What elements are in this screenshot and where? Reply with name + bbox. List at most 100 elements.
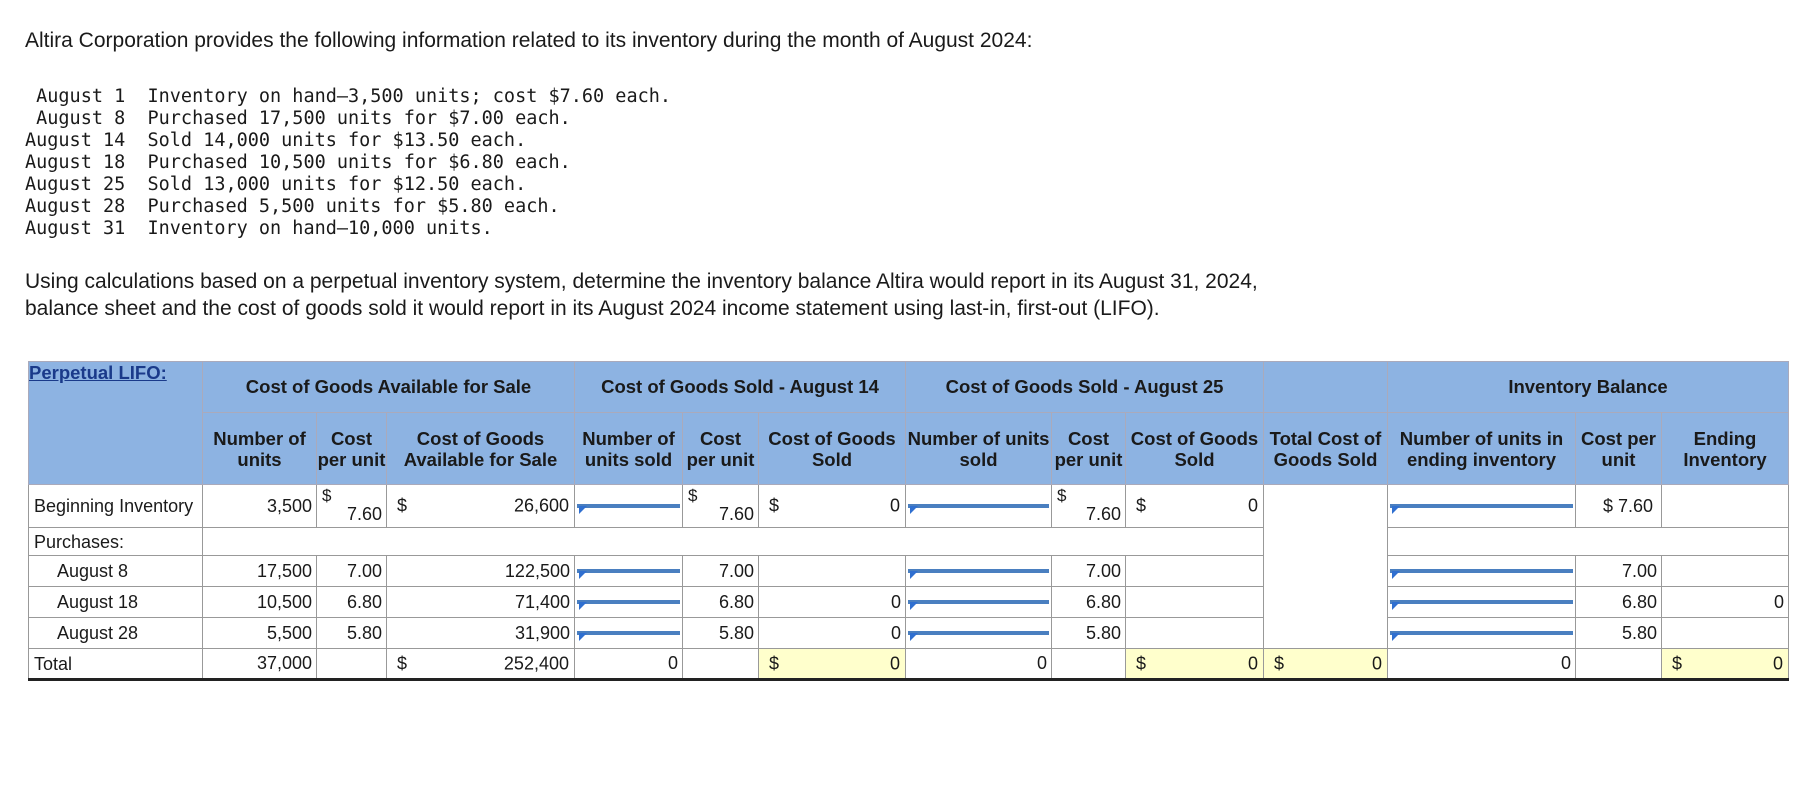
input-box[interactable] [908, 569, 1049, 579]
aug18-units-ending-input[interactable] [1387, 586, 1576, 618]
dollar-sign: $ [1672, 653, 1683, 673]
aug28-cogs-14: 0 [758, 617, 906, 649]
row-label-beginning: Beginning Inventory [28, 484, 203, 528]
dollar-sign: $ [688, 486, 698, 505]
col-header-units-sold-25: Number of units sold [905, 412, 1052, 485]
purchases-spacer [202, 527, 1264, 556]
input-box[interactable] [577, 631, 680, 641]
col-header-cpu-14: Cost per unit [682, 412, 759, 485]
question-text: Using calculations based on a perpetual … [25, 268, 1525, 322]
group-header-inventory-balance: Inventory Balance [1387, 361, 1789, 413]
aug8-cogas: 122,500 [386, 555, 575, 587]
input-box[interactable] [908, 600, 1049, 610]
input-box[interactable] [908, 504, 1049, 514]
table-row-aug18: August 18 10,500 6.80 71,400 6.80 0 6.80… [28, 586, 1789, 618]
cogs-value: 0 [1247, 653, 1258, 673]
beginning-cogs-25: $0 [1125, 484, 1264, 528]
cpu-value: 7.60 [1085, 504, 1121, 524]
aug8-cogs-25 [1125, 555, 1264, 587]
beginning-cpu-14: $7.60 [682, 484, 759, 528]
beginning-units-sold-14-input[interactable] [574, 484, 683, 528]
beginning-units-ending-input[interactable] [1387, 484, 1576, 528]
input-box[interactable] [577, 600, 680, 610]
aug8-cpu-14: 7.00 [682, 555, 759, 587]
total-cogs-blank [1263, 586, 1388, 618]
question-line: balance sheet and the cost of goods sold… [25, 297, 1160, 320]
aug18-cpu-14: 6.80 [682, 586, 759, 618]
row-label-aug28: August 28 [28, 617, 203, 649]
aug18-cpu-25: 6.80 [1051, 586, 1126, 618]
group-header-cogs-aug25: Cost of Goods Sold - August 25 [905, 361, 1264, 413]
aug28-units-sold-14-input[interactable] [574, 617, 683, 649]
beginning-cpu-25: $7.60 [1051, 484, 1126, 528]
aug18-units-sold-25-input[interactable] [905, 586, 1052, 618]
dollar-sign: $ [1274, 653, 1285, 673]
transaction-list: August 1 Inventory on hand—3,500 units; … [25, 86, 671, 240]
cogs-value: 0 [1247, 495, 1258, 516]
total-ending-inventory: $0 [1661, 648, 1789, 681]
row-label-purchases: Purchases: [28, 527, 203, 556]
total-inv-cpu-blank [1575, 648, 1662, 681]
aug8-units-sold-25-input[interactable] [905, 555, 1052, 587]
group-header-blank [1263, 361, 1388, 413]
input-box[interactable] [1390, 600, 1573, 610]
ending-inventory-value: 0 [1772, 653, 1783, 673]
aug18-cogs-25 [1125, 586, 1264, 618]
total-cpu-blank [316, 648, 387, 681]
intro-text: Altira Corporation provides the followin… [25, 29, 1033, 52]
dollar-sign: $ [1057, 486, 1067, 505]
row-label-total: Total [28, 648, 203, 681]
aug8-units: 17,500 [202, 555, 317, 587]
table-row-aug8: August 8 17,500 7.00 122,500 7.00 7.00 7… [28, 555, 1789, 587]
table-row-beginning: Beginning Inventory 3,500 $7.60 $26,600 … [28, 484, 1789, 528]
cogas-value: 252,400 [503, 653, 569, 673]
input-box[interactable] [577, 569, 680, 579]
input-box[interactable] [1390, 631, 1573, 641]
beginning-units-sold-25-input[interactable] [905, 484, 1052, 528]
col-header-units: Number of units [202, 412, 317, 485]
col-header-inv-cost-per-unit: Cost per unit [1575, 412, 1662, 485]
cogas-value: 26,600 [513, 495, 569, 516]
aug28-units: 5,500 [202, 617, 317, 649]
transaction-line: August 1 Inventory on hand—3,500 units; … [25, 86, 672, 107]
aug28-units-ending-input[interactable] [1387, 617, 1576, 649]
total-cogs-25: $0 [1125, 648, 1264, 681]
transaction-line: August 18 Purchased 10,500 units for $6.… [25, 152, 571, 173]
dollar-sign: $ [769, 653, 780, 673]
col-header-cogs-14: Cost of Goods Sold [758, 412, 906, 485]
transaction-line: August 25 Sold 13,000 units for $12.50 e… [25, 174, 527, 195]
cpu-value: 7.60 [346, 504, 382, 524]
dollar-sign: $ [397, 653, 408, 673]
input-box[interactable] [1390, 569, 1573, 579]
aug18-ending-inventory: 0 [1661, 586, 1789, 618]
aug28-units-sold-25-input[interactable] [905, 617, 1052, 649]
aug8-cost-per-unit: 7.00 [316, 555, 387, 587]
total-cogs-blank [1263, 617, 1388, 649]
input-box[interactable] [577, 504, 680, 514]
total-cpu-25-blank [1051, 648, 1126, 681]
col-header-cost-per-unit: Cost per unit [316, 412, 387, 485]
col-header-cpu-25: Cost per unit [1051, 412, 1126, 485]
col-header-ending-inventory: Ending Inventory [1661, 412, 1789, 485]
dollar-sign: $ [322, 486, 332, 505]
aug8-cpu-25: 7.00 [1051, 555, 1126, 587]
total-cost-of-goods-sold: $0 [1263, 648, 1388, 681]
col-header-units-sold-14: Number of units sold [574, 412, 683, 485]
aug28-ending-inventory [1661, 617, 1789, 649]
input-box[interactable] [1390, 504, 1573, 514]
purchases-spacer-inv [1387, 527, 1789, 556]
total-cogs-blank [1263, 484, 1388, 528]
dollar-sign: $ [1136, 653, 1147, 673]
aug28-cost-per-unit: 5.80 [316, 617, 387, 649]
group-header-cogs-aug14: Cost of Goods Sold - August 14 [574, 361, 906, 413]
aug8-units-ending-input[interactable] [1387, 555, 1576, 587]
dollar-sign: $ [397, 495, 408, 516]
aug8-units-sold-14-input[interactable] [574, 555, 683, 587]
table-row-purchases-label: Purchases: [28, 527, 1789, 556]
table-row-total: Total 37,000 $252,400 0 $0 0 $0 $0 0 $0 [28, 648, 1789, 681]
question-line: Using calculations based on a perpetual … [25, 270, 1258, 293]
input-box[interactable] [908, 631, 1049, 641]
total-cogs-14: $0 [758, 648, 906, 681]
aug18-cost-per-unit: 6.80 [316, 586, 387, 618]
aug18-units-sold-14-input[interactable] [574, 586, 683, 618]
